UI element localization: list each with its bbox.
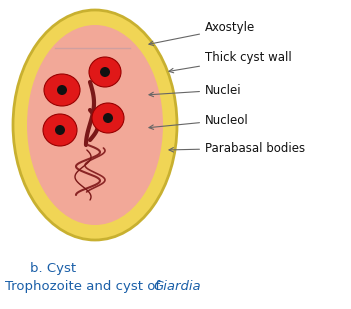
Text: Axostyle: Axostyle: [149, 22, 255, 45]
Circle shape: [100, 67, 110, 77]
Text: Nucleol: Nucleol: [149, 113, 249, 129]
Ellipse shape: [92, 103, 124, 133]
Circle shape: [103, 113, 113, 123]
Text: b. Cyst: b. Cyst: [30, 262, 76, 275]
Ellipse shape: [43, 114, 77, 146]
Text: Thick cyst wall: Thick cyst wall: [169, 52, 292, 73]
Circle shape: [57, 85, 67, 95]
Ellipse shape: [89, 57, 121, 87]
Ellipse shape: [27, 25, 163, 225]
Circle shape: [55, 125, 65, 135]
Text: Giardia: Giardia: [153, 280, 201, 293]
Text: Nuclei: Nuclei: [149, 83, 241, 97]
Text: Parabasal bodies: Parabasal bodies: [169, 142, 305, 154]
Text: Trophozoite and cyst of: Trophozoite and cyst of: [5, 280, 164, 293]
Ellipse shape: [44, 74, 80, 106]
Ellipse shape: [13, 10, 177, 240]
